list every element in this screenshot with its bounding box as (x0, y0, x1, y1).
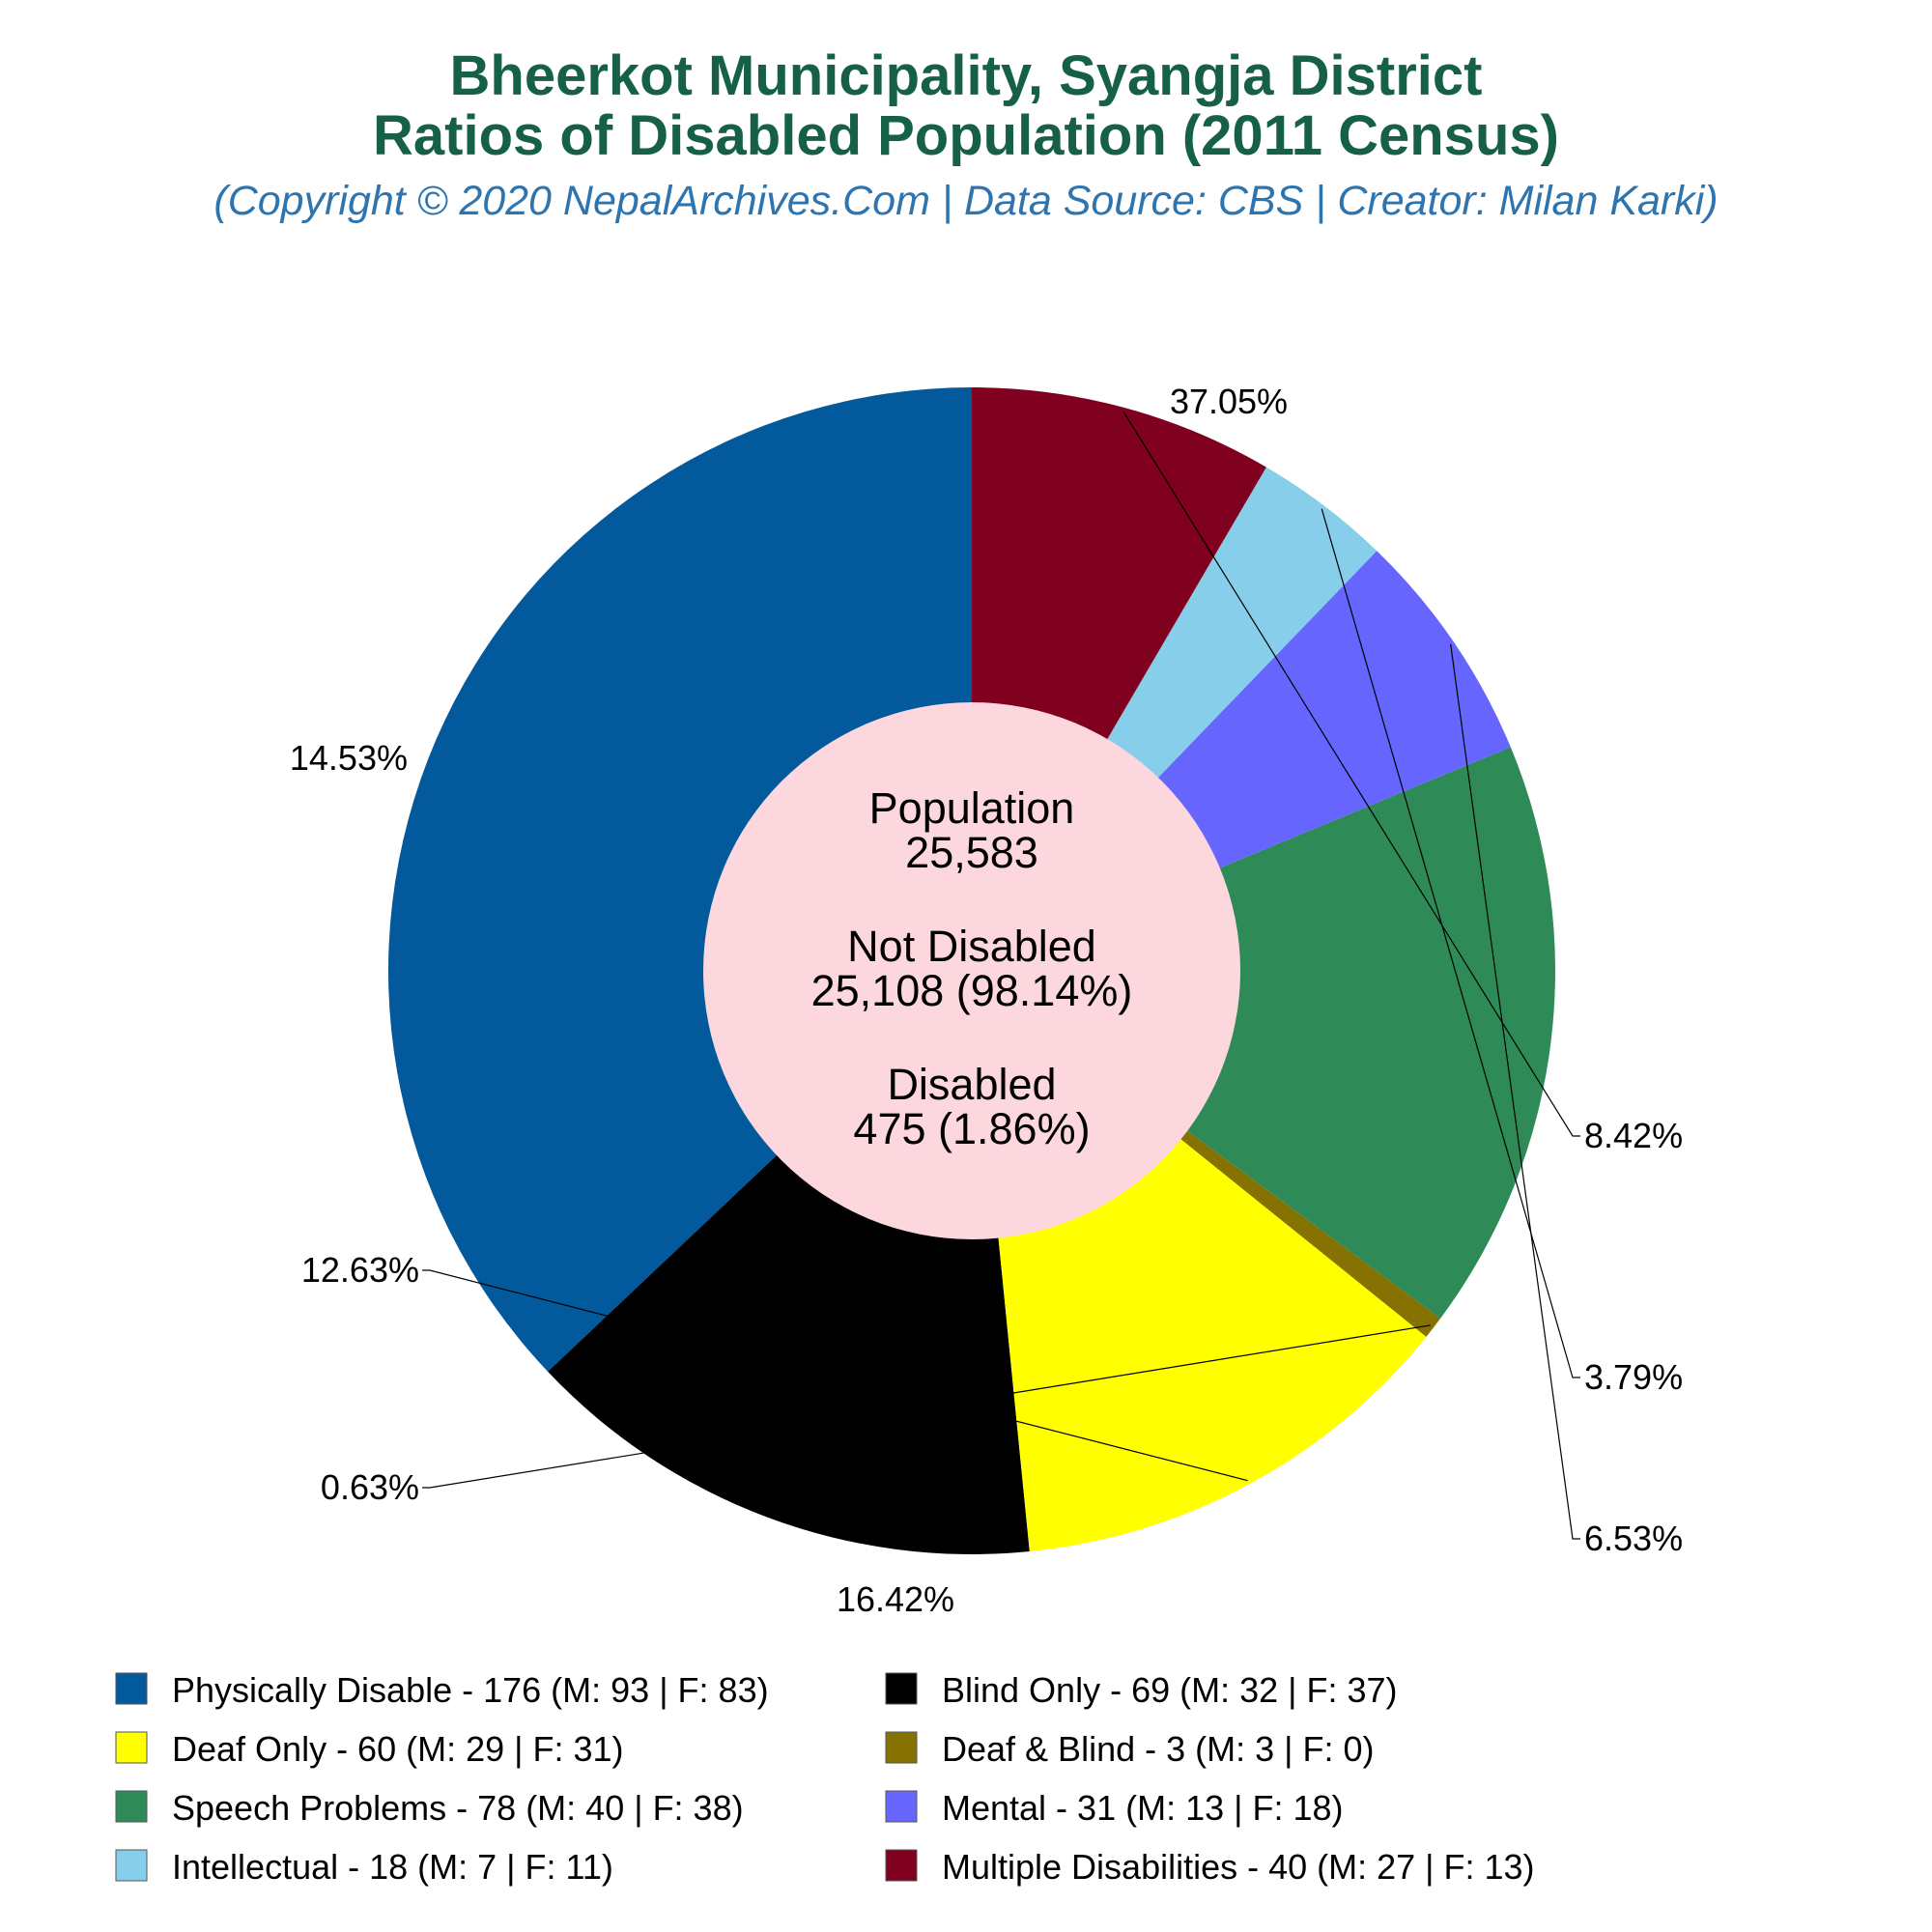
leader-line-intellectual (1321, 508, 1580, 1378)
legend-label-deaf-and-blind: Deaf & Blind - 3 (M: 3 | F: 0) (942, 1729, 1375, 1769)
legend-swatch-speech-problems (115, 1790, 148, 1823)
slice-speech-problems (972, 747, 1555, 1319)
percent-label-intellectual: 3.79% (1584, 1357, 1683, 1397)
legend-item-blind-only: Blind Only - 69 (M: 32 | F: 37) (885, 1670, 1398, 1710)
legend-label-speech-problems: Speech Problems - 78 (M: 40 | F: 38) (172, 1788, 744, 1828)
legend-label-physically-disable: Physically Disable - 176 (M: 93 | F: 83) (172, 1670, 769, 1710)
chart-title-line2: Ratios of Disabled Population (2011 Cens… (373, 104, 1559, 167)
legend-swatch-deaf-and-blind (885, 1731, 918, 1764)
legend-swatch-blind-only (885, 1672, 918, 1705)
leader-line-mental (1450, 643, 1580, 1540)
label-leader-lines (422, 411, 1580, 1540)
donut-center (703, 702, 1240, 1239)
center-disabled-value: 475 (1.86%) (853, 1104, 1090, 1153)
percent-label-blind-only: 14.53% (290, 738, 408, 778)
percent-label-deaf-only: 12.63% (301, 1250, 419, 1290)
legend-swatch-multiple-disabilities (885, 1849, 918, 1882)
legend-item-speech-problems: Speech Problems - 78 (M: 40 | F: 38) (115, 1788, 744, 1828)
legend-label-intellectual: Intellectual - 18 (M: 7 | F: 11) (172, 1847, 613, 1887)
percent-labels: 37.05% 14.53% 12.63% 0.63% 16.42% 6.53% 3.79% 8… (290, 382, 1683, 1619)
legend-item-physically-disable: Physically Disable - 176 (M: 93 | F: 83) (115, 1670, 769, 1710)
legend-swatch-deaf-only (115, 1731, 148, 1764)
chart-title-line1: Bheerkot Municipality, Syangja District (450, 44, 1483, 107)
chart-subtitle: (Copyright © 2020 NepalArchives.Com | Da… (213, 178, 1718, 224)
legend-swatch-mental (885, 1790, 918, 1823)
legend-label-mental: Mental - 31 (M: 13 | F: 18) (942, 1788, 1344, 1828)
center-disabled-label: Disabled (887, 1060, 1056, 1109)
legend-item-multiple-disabilities: Multiple Disabilities - 40 (M: 27 | F: 1… (885, 1847, 1535, 1887)
percent-label-deaf-and-blind: 0.63% (321, 1467, 419, 1507)
percent-label-multiple-disabilities: 8.42% (1584, 1116, 1683, 1155)
legend-item-intellectual: Intellectual - 18 (M: 7 | F: 11) (115, 1847, 613, 1887)
center-population-value: 25,583 (905, 828, 1038, 877)
legend-swatch-intellectual (115, 1849, 148, 1882)
legend-label-multiple-disabilities: Multiple Disabilities - 40 (M: 27 | F: 1… (942, 1847, 1535, 1887)
leader-line-deaf-and-blind (422, 1324, 1431, 1489)
legend-item-mental: Mental - 31 (M: 13 | F: 18) (885, 1788, 1344, 1828)
center-population-label: Population (869, 783, 1075, 833)
legend: Physically Disable - 176 (M: 93 | F: 83)… (115, 1670, 1535, 1887)
legend-swatch-physically-disable (115, 1672, 148, 1705)
leader-line-multiple-disabilities (1122, 411, 1580, 1137)
legend-item-deaf-only: Deaf Only - 60 (M: 29 | F: 31) (115, 1729, 624, 1769)
percent-label-speech-problems: 16.42% (837, 1579, 954, 1619)
legend-item-deaf-and-blind: Deaf & Blind - 3 (M: 3 | F: 0) (885, 1729, 1375, 1769)
legend-label-blind-only: Blind Only - 69 (M: 32 | F: 37) (942, 1670, 1398, 1710)
leader-line-deaf-only (422, 1269, 1248, 1482)
slice-physically-disable (388, 387, 972, 1372)
center-not-disabled-value: 25,108 (98.14%) (811, 966, 1133, 1015)
legend-label-deaf-only: Deaf Only - 60 (M: 29 | F: 31) (172, 1729, 624, 1769)
center-not-disabled-label: Not Disabled (847, 922, 1096, 971)
percent-label-physically-disable: 37.05% (1170, 382, 1288, 421)
percent-label-mental: 6.53% (1584, 1519, 1683, 1558)
